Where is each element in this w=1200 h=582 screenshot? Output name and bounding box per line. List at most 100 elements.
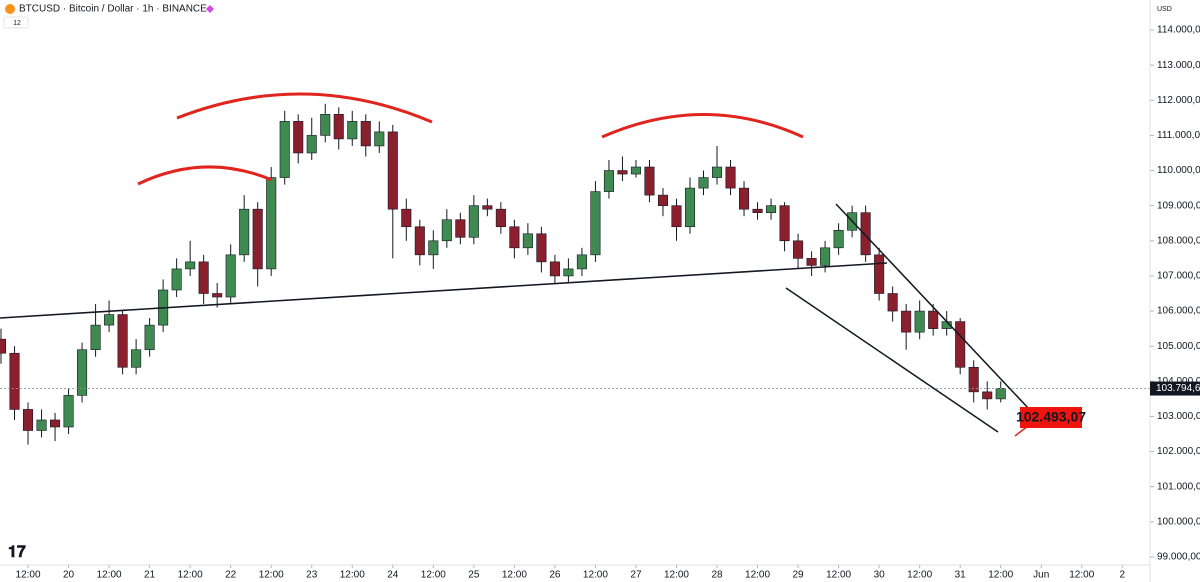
candle-body: [374, 131, 385, 147]
candle-body: [252, 208, 263, 270]
candle-body: [684, 187, 696, 228]
candle-body: [603, 170, 614, 192]
candle-body: [995, 388, 1006, 400]
y-tick-label: 113.000,00: [1157, 60, 1200, 71]
candle-body: [590, 191, 601, 256]
candle-body: [293, 121, 304, 154]
y-tick-label: 112.000,00: [1157, 95, 1200, 106]
y-tick-label: 114.000,00: [1157, 25, 1200, 36]
candle-body: [982, 391, 993, 400]
candle-body: [955, 321, 966, 368]
candle-body: [104, 314, 115, 326]
candle-body: [860, 212, 871, 256]
candle-body: [225, 254, 236, 298]
interval-badge-box: [3, 16, 29, 29]
candle-body: [806, 258, 817, 266]
x-tick-label: 27: [630, 570, 642, 581]
candle-body: [739, 187, 750, 210]
candle-body: [671, 205, 682, 228]
candle-body: [333, 114, 344, 140]
candle-body: [414, 226, 425, 256]
x-tick-label: 25: [468, 570, 480, 581]
candle-body: [509, 226, 520, 249]
target-label: 102.493,07: [1016, 409, 1086, 425]
x-tick-label: 12:00: [745, 570, 770, 581]
x-tick-label: 12:00: [97, 570, 122, 581]
candle-body: [820, 247, 831, 266]
time-axis: 12:00 20 12:00 21 12:00 22 12:00 23 12:00 24 12:00…: [16, 565, 1126, 581]
candle-body: [347, 121, 358, 140]
neckline: [0, 262, 888, 319]
x-tick-label: 2: [1120, 570, 1126, 581]
y-tick-label: 111.000,00: [1157, 130, 1200, 141]
x-tick-label: 12:00: [16, 570, 41, 581]
candle-body: [617, 170, 628, 175]
x-tick-label: 12:00: [907, 570, 932, 581]
candle-body: [77, 349, 88, 396]
candle-body: [630, 166, 641, 175]
x-tick-label: 12:00: [664, 570, 689, 581]
x-tick-label: 12:00: [1069, 570, 1094, 581]
candle-body: [50, 419, 61, 428]
candle-body: [401, 208, 412, 228]
candle-body: [306, 135, 317, 154]
wedge-lower: [785, 287, 999, 433]
candle-body: [320, 114, 331, 136]
candle-body: [901, 310, 912, 333]
candle-body: [874, 254, 885, 294]
candle-body: [928, 310, 939, 329]
y-tick-label: 108.000,00: [1157, 235, 1200, 246]
x-tick-label: 12:00: [259, 570, 284, 581]
candle-body: [63, 395, 74, 428]
arc-head: [176, 92, 433, 124]
candle-body: [549, 261, 560, 277]
y-tick-label: 100.000,00: [1157, 516, 1200, 527]
x-tick-label: 26: [549, 570, 561, 581]
candle-body: [117, 314, 128, 368]
candle-body: [576, 254, 587, 270]
interval-badge: 12: [13, 20, 21, 27]
y-tick-label: 99.000,00: [1157, 552, 1200, 563]
candle-body: [266, 177, 277, 270]
flag-icon: [206, 5, 214, 13]
candle-body: [185, 261, 196, 270]
y-tick-label: 106.000,00: [1157, 306, 1200, 317]
candle-body: [90, 324, 101, 351]
x-tick-label: Jun: [1033, 570, 1049, 581]
candle-body: [212, 293, 223, 298]
candle-body: [495, 208, 506, 228]
x-tick-label: 28: [711, 570, 723, 581]
candle-body: [131, 349, 142, 368]
last-price-box: [1150, 381, 1200, 396]
candle-body: [360, 121, 371, 147]
candle-body: [833, 229, 844, 249]
candle-body: [698, 177, 709, 189]
x-tick-label: 22: [225, 570, 237, 581]
candle-body: [644, 166, 655, 196]
candle-body: [0, 338, 7, 354]
x-tick-label: 24: [387, 570, 399, 581]
y-tick-label: 102.000,00: [1157, 446, 1200, 457]
x-tick-label: 21: [144, 570, 156, 581]
candle-body: [752, 208, 763, 213]
arc-right-shoulder: [601, 113, 804, 139]
candle-body: [441, 219, 452, 242]
x-tick-label: 31: [955, 570, 967, 581]
candle-body: [468, 205, 479, 238]
candle-body: [536, 233, 547, 263]
wedge-upper: [835, 203, 1031, 411]
drawings: [0, 92, 1031, 437]
x-tick-label: 12:00: [421, 570, 446, 581]
candle-body: [522, 233, 533, 249]
candle-body: [428, 240, 439, 256]
y-tick-label: 104.000,00: [1157, 376, 1200, 387]
candle-body: [198, 261, 209, 294]
target-label-box: [1020, 407, 1082, 428]
x-tick-label: 20: [63, 570, 75, 581]
last-price-label: 103.794,63: [1156, 383, 1200, 394]
plot-area: [0, 103, 1150, 445]
arc-left-shoulder: [137, 165, 273, 186]
candle-body: [482, 205, 493, 210]
